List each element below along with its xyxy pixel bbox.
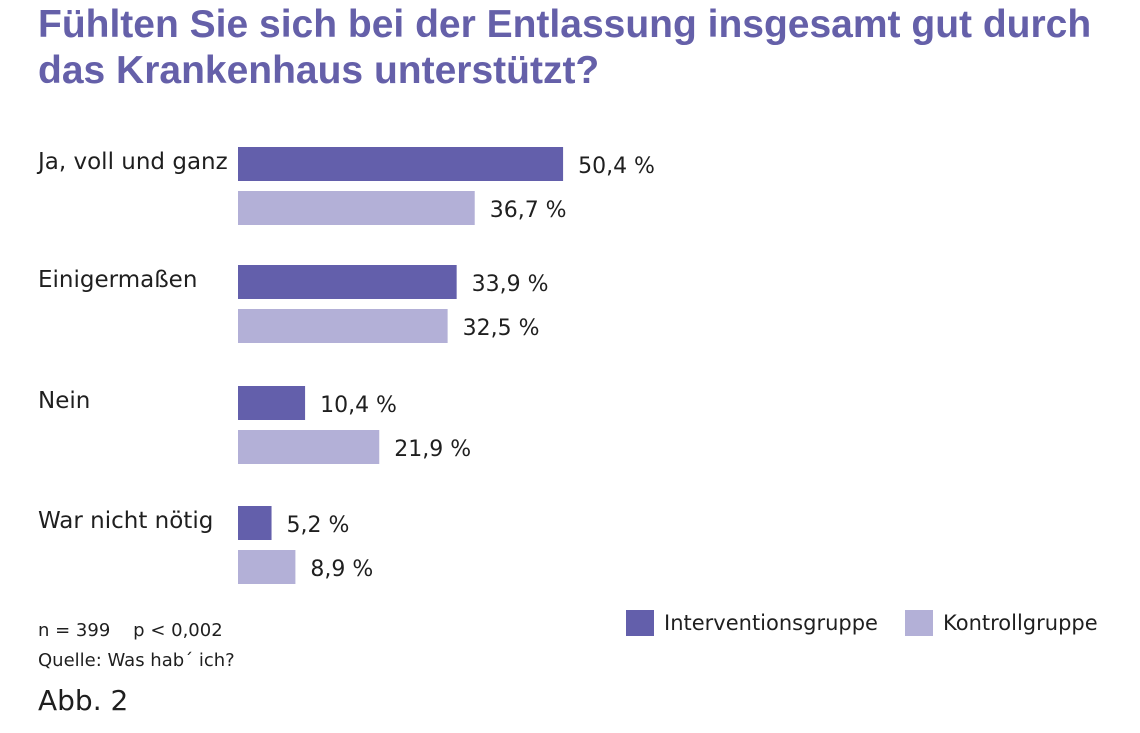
data-label-interventionsgruppe-nein: 10,4 % bbox=[320, 393, 397, 418]
bar-kontrollgruppe-nein bbox=[238, 430, 380, 464]
category-label-war-nicht-n-tig: War nicht nötig bbox=[38, 508, 213, 534]
figure-label: Abb. 2 bbox=[38, 684, 129, 717]
legend-swatch-intervention bbox=[626, 610, 654, 636]
bar-kontrollgruppe-war-nicht-n-tig bbox=[238, 550, 296, 584]
sample-size-note: n = 399 p < 0,002 bbox=[38, 620, 223, 641]
data-label-interventionsgruppe-einigerma-en: 33,9 % bbox=[472, 272, 549, 297]
category-label-ja-voll-und-ganz: Ja, voll und ganz bbox=[36, 149, 228, 175]
category-label-einigerma-en: Einigermaßen bbox=[38, 267, 197, 293]
data-label-kontrollgruppe-ja-voll-und-ganz: 36,7 % bbox=[490, 198, 567, 223]
chart-title: Fühlten Sie sich bei der Entlassung insg… bbox=[38, 3, 1092, 92]
data-label-interventionsgruppe-war-nicht-n-tig: 5,2 % bbox=[287, 513, 350, 538]
data-label-kontrollgruppe-nein: 21,9 % bbox=[394, 437, 471, 462]
bar-interventionsgruppe-nein bbox=[238, 386, 306, 420]
bar-interventionsgruppe-ja-voll-und-ganz bbox=[238, 147, 564, 181]
legend-label-control: Kontrollgruppe bbox=[943, 611, 1098, 635]
data-label-interventionsgruppe-ja-voll-und-ganz: 50,4 % bbox=[578, 154, 655, 179]
category-label-nein: Nein bbox=[38, 388, 90, 414]
data-label-kontrollgruppe-war-nicht-n-tig: 8,9 % bbox=[310, 557, 373, 582]
bar-kontrollgruppe-ja-voll-und-ganz bbox=[238, 191, 475, 225]
legend-item-control: Kontrollgruppe bbox=[905, 610, 1098, 636]
bar-chart: Ja, voll und ganz 50,4 % 36,7 % Einigermaße… bbox=[36, 147, 655, 584]
bar-kontrollgruppe-einigerma-en bbox=[238, 309, 448, 343]
bar-interventionsgruppe-war-nicht-n-tig bbox=[238, 506, 272, 540]
source-note: Quelle: Was hab´ ich? bbox=[38, 650, 235, 671]
bar-interventionsgruppe-einigerma-en bbox=[238, 265, 457, 299]
legend-label-intervention: Interventionsgruppe bbox=[664, 611, 878, 635]
legend-swatch-control bbox=[905, 610, 933, 636]
legend-item-intervention: Interventionsgruppe bbox=[626, 610, 878, 636]
data-label-kontrollgruppe-einigerma-en: 32,5 % bbox=[463, 316, 540, 341]
